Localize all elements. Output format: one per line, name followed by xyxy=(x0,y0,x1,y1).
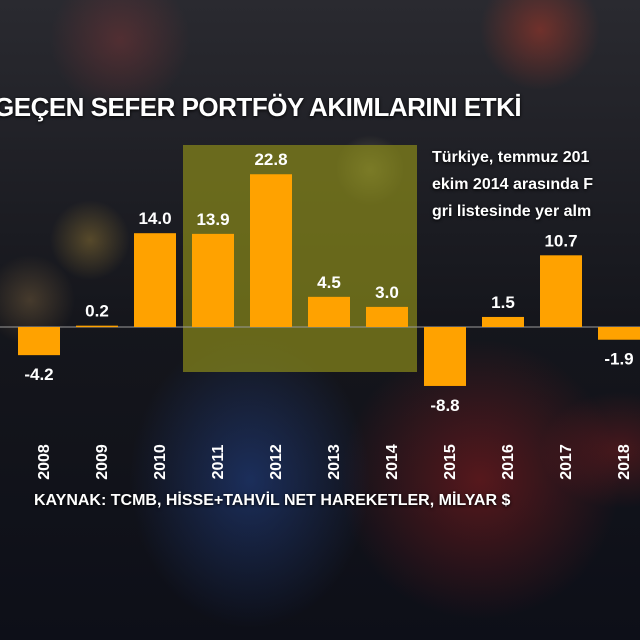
x-tick-2012: 2012 xyxy=(268,444,285,480)
x-tick-2014: 2014 xyxy=(384,444,401,480)
x-tick-2008: 2008 xyxy=(36,444,53,480)
x-tick-2016: 2016 xyxy=(500,444,517,480)
bar-2011 xyxy=(192,233,234,327)
data-label-2015: -8.8 xyxy=(430,396,459,415)
data-label-2008: -4.2 xyxy=(24,365,53,384)
source-note: KAYNAK: TCMB, HİSSE+TAHVİL NET HAREKETLE… xyxy=(34,492,511,509)
annotation-line: gri listesinde yer alm xyxy=(432,203,592,220)
bar-2015 xyxy=(424,327,466,386)
data-label-2018: -1.9 xyxy=(604,350,633,369)
data-label-2011: 13.9 xyxy=(196,210,229,229)
annotation-line: Türkiye, temmuz 201 xyxy=(432,149,590,166)
data-label-2009: 0.2 xyxy=(85,302,109,321)
data-label-2017: 10.7 xyxy=(544,231,577,250)
bar-2010 xyxy=(134,233,176,327)
bar-2017 xyxy=(540,255,582,327)
x-tick-2015: 2015 xyxy=(442,444,459,480)
x-tick-2017: 2017 xyxy=(558,444,575,480)
x-tick-2010: 2010 xyxy=(152,444,169,480)
annotation-line: ekim 2014 arasında F xyxy=(432,176,593,193)
bar-2012 xyxy=(250,174,292,327)
bar-2018 xyxy=(598,327,640,340)
data-label-2014: 3.0 xyxy=(375,283,399,302)
bar-2016 xyxy=(482,316,524,327)
bar-2014 xyxy=(366,306,408,327)
x-tick-2013: 2013 xyxy=(326,444,343,480)
chart-title: GEÇEN SEFER PORTFÖY AKIMLARINI ETKİ xyxy=(0,92,522,122)
bar-2013 xyxy=(308,296,350,327)
data-label-2012: 22.8 xyxy=(254,150,287,169)
bar-2008 xyxy=(18,327,60,356)
bar-2009 xyxy=(76,325,118,328)
annotation: Türkiye, temmuz 201 ekim 2014 arasında F… xyxy=(432,144,593,225)
data-label-2013: 4.5 xyxy=(317,273,341,292)
x-tick-2018: 2018 xyxy=(616,444,633,480)
data-label-2016: 1.5 xyxy=(491,293,515,312)
x-tick-2009: 2009 xyxy=(94,444,111,480)
x-tick-2011: 2011 xyxy=(210,445,227,480)
data-label-2010: 14.0 xyxy=(138,209,171,228)
